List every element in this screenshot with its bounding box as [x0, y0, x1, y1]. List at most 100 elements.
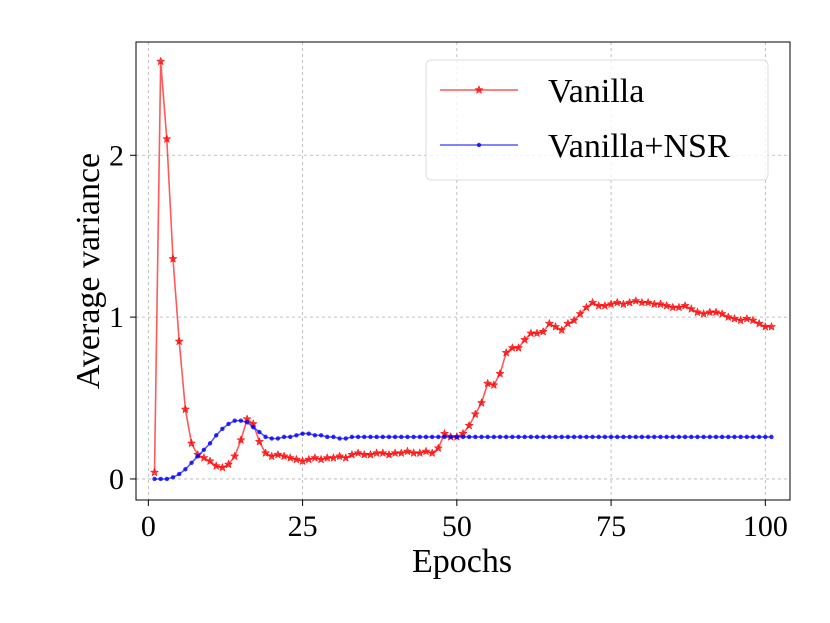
data-point-vanilla: [415, 448, 425, 458]
data-point-vanilla: [501, 347, 511, 357]
data-point-vanilla-nsr: [627, 434, 632, 440]
data-point-vanilla: [285, 452, 295, 462]
legend-marker-vanilla: [474, 85, 484, 94]
data-point-vanilla-nsr: [331, 434, 336, 440]
data-point-vanilla-nsr: [528, 434, 534, 440]
data-point-vanilla: [304, 454, 314, 464]
y-tick-label: 0: [109, 463, 124, 496]
data-point-vanilla: [624, 297, 635, 307]
data-point-vanilla-nsr: [547, 434, 552, 440]
data-point-vanilla: [532, 328, 542, 338]
data-point-vanilla: [384, 449, 394, 459]
data-point-vanilla-nsr: [584, 434, 589, 440]
data-point-vanilla-nsr: [399, 434, 404, 440]
data-point-vanilla-nsr: [362, 434, 367, 440]
data-point-vanilla-nsr: [578, 434, 583, 440]
data-point-vanilla: [347, 449, 357, 459]
data-point-vanilla: [544, 318, 555, 328]
data-point-vanilla-nsr: [288, 434, 293, 440]
data-point-vanilla-nsr: [645, 434, 651, 440]
data-point-vanilla: [692, 307, 703, 317]
data-point-vanilla: [729, 313, 740, 323]
data-point-vanilla-nsr: [380, 434, 385, 440]
data-point-vanilla-nsr: [676, 434, 682, 440]
data-point-vanilla-nsr: [534, 434, 540, 440]
data-point-vanilla-nsr: [701, 434, 706, 440]
data-point-vanilla-nsr: [158, 476, 163, 482]
data-point-vanilla-nsr: [374, 434, 379, 440]
data-point-vanilla-nsr: [744, 434, 750, 440]
data-point-vanilla-nsr: [633, 434, 638, 440]
data-point-vanilla-nsr: [466, 434, 472, 440]
data-point-vanilla-nsr: [719, 434, 725, 440]
data-point-vanilla-nsr: [411, 434, 416, 440]
data-point-vanilla: [581, 302, 592, 312]
data-point-vanilla-nsr: [405, 434, 410, 440]
data-point-vanilla: [569, 315, 579, 325]
data-point-vanilla-nsr: [355, 434, 361, 440]
data-point-vanilla: [174, 336, 184, 346]
data-point-vanilla: [205, 456, 215, 466]
legend-label-vanilla: Vanilla: [548, 73, 644, 110]
data-point-vanilla-nsr: [306, 431, 311, 436]
data-point-vanilla: [550, 321, 561, 331]
data-point-vanilla-nsr: [695, 434, 700, 440]
data-point-vanilla: [661, 300, 672, 310]
data-point-vanilla-nsr: [386, 434, 392, 440]
data-point-vanilla: [606, 299, 616, 309]
data-point-vanilla-nsr: [738, 434, 743, 440]
data-point-vanilla: [680, 300, 690, 310]
data-point-vanilla-nsr: [269, 436, 274, 441]
data-point-vanilla-nsr: [553, 434, 558, 440]
data-point-vanilla: [476, 398, 487, 407]
data-point-vanilla: [273, 449, 283, 459]
x-tick-label: 75: [596, 510, 626, 543]
data-point-vanilla: [742, 313, 752, 323]
y-axis-title: Average variance: [70, 153, 107, 389]
data-point-vanilla: [735, 315, 746, 325]
data-point-vanilla-nsr: [325, 434, 330, 440]
data-point-vanilla: [538, 326, 548, 336]
data-point-vanilla-nsr: [442, 434, 447, 440]
data-point-vanilla-nsr: [454, 434, 460, 440]
series-layer: [149, 56, 777, 482]
data-point-vanilla-nsr: [220, 426, 225, 431]
data-point-vanilla: [297, 456, 308, 466]
data-point-vanilla: [464, 420, 474, 430]
data-point-vanilla-nsr: [491, 434, 497, 440]
data-point-vanilla-nsr: [423, 434, 429, 440]
data-point-vanilla-nsr: [318, 433, 324, 438]
data-point-vanilla: [316, 454, 326, 464]
axis-ticks: 0 25 50 75 100 0 1 2: [109, 139, 788, 543]
data-point-vanilla-nsr: [448, 434, 453, 440]
data-point-vanilla-nsr: [713, 434, 719, 440]
data-point-vanilla-nsr: [707, 434, 712, 440]
data-point-vanilla: [612, 297, 622, 307]
data-point-vanilla: [433, 443, 443, 453]
data-point-vanilla-nsr: [436, 434, 441, 440]
data-point-vanilla-nsr: [312, 433, 318, 438]
data-point-vanilla-nsr: [244, 420, 250, 425]
data-point-vanilla: [341, 452, 351, 462]
data-point-vanilla: [267, 451, 277, 461]
data-point-vanilla-nsr: [201, 447, 207, 453]
data-point-vanilla: [199, 452, 209, 462]
data-point-vanilla: [334, 451, 345, 461]
data-point-vanilla-nsr: [417, 434, 423, 440]
data-point-vanilla-nsr: [226, 421, 231, 427]
data-point-vanilla-nsr: [170, 475, 176, 480]
data-point-vanilla-nsr: [152, 476, 157, 482]
data-point-vanilla: [754, 318, 764, 328]
data-point-vanilla: [217, 462, 228, 472]
data-point-vanilla-nsr: [337, 436, 342, 441]
data-point-vanilla-nsr: [368, 434, 373, 440]
data-point-vanilla-nsr: [541, 434, 546, 440]
data-point-vanilla: [618, 299, 629, 309]
data-point-vanilla: [421, 446, 431, 456]
data-point-vanilla: [236, 435, 246, 445]
x-axis-title: Epochs: [412, 543, 512, 580]
data-point-vanilla: [711, 307, 721, 317]
data-point-vanilla-nsr: [473, 434, 478, 440]
data-point-vanilla: [557, 325, 567, 335]
